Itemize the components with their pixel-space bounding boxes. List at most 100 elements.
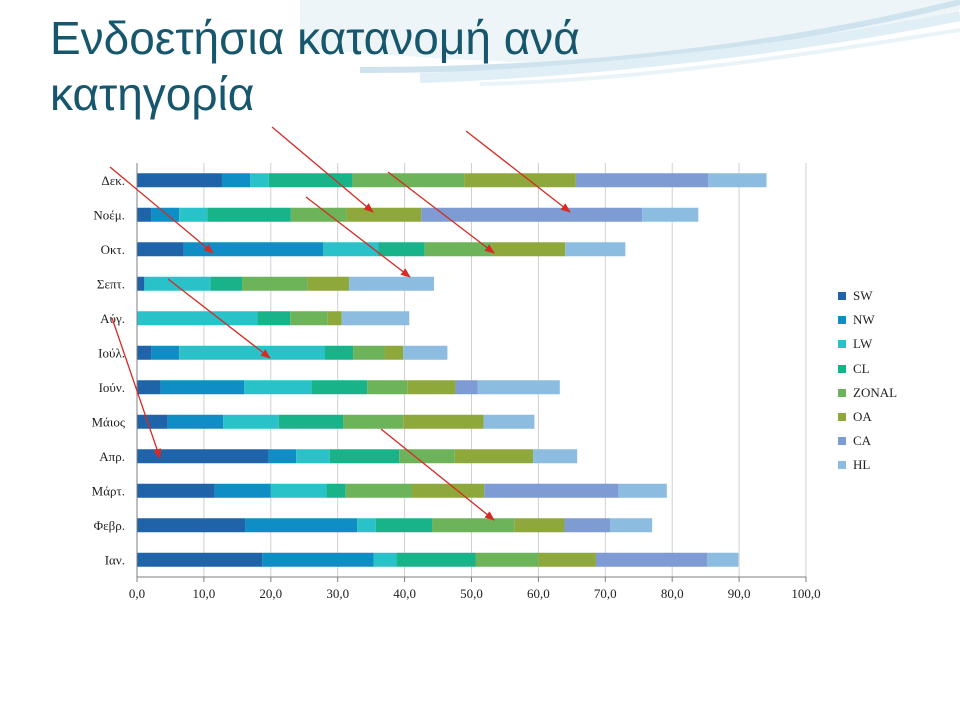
bar-segment-lw xyxy=(373,552,397,567)
bar-segment-hl xyxy=(618,483,667,498)
legend-label: CA xyxy=(853,433,872,449)
bar-segment-ca xyxy=(421,207,643,222)
bar-segment-nw xyxy=(183,242,323,257)
legend-label: HL xyxy=(853,457,871,473)
bar-segment-lw xyxy=(296,449,330,464)
bar-segment-nw xyxy=(167,414,224,429)
bar-segment-zonal xyxy=(432,518,515,533)
bar-segment-zonal xyxy=(424,242,492,257)
y-category-label: Μάρτ. xyxy=(92,483,125,498)
bar-segment-ca xyxy=(484,483,619,498)
bar-segment-hl xyxy=(642,207,699,222)
x-tick-label: 50,0 xyxy=(460,586,483,601)
legend-label: ZONAL xyxy=(853,384,898,400)
bar-segment-sw xyxy=(137,552,263,567)
bar-segment-zonal xyxy=(475,552,539,567)
bar-segments xyxy=(137,173,767,567)
axes xyxy=(136,163,807,582)
bar-segment-sw xyxy=(137,242,184,257)
bar-segment-cl xyxy=(311,380,368,395)
bar-segment-oa xyxy=(538,552,596,567)
x-tick-label: 90,0 xyxy=(728,586,751,601)
annotation-arrow xyxy=(387,171,495,254)
axis-labels: 0,0 10,0 20,0 30,0 40,0 50,0 60,0 70,0 80,0 90,0 1… xyxy=(91,173,820,601)
bar-segment-hl xyxy=(403,345,448,360)
y-category-label: Νοέμ. xyxy=(93,207,125,222)
legend-swatch xyxy=(838,316,846,325)
legend-label: CL xyxy=(853,360,870,376)
bar-segment-zonal xyxy=(242,276,308,291)
bar-segment-ca xyxy=(595,552,707,567)
bar-segment-cl xyxy=(207,207,291,222)
x-tick-label: 20,0 xyxy=(259,586,282,601)
bar-segment-cl xyxy=(257,311,291,326)
bar-segment-lw xyxy=(244,380,312,395)
bar-segment-nw xyxy=(221,173,251,188)
bar-segment-cl xyxy=(378,242,425,257)
annotation-arrows xyxy=(109,126,571,521)
legend-item-sw: SW xyxy=(838,284,897,308)
bar-segment-oa xyxy=(346,207,422,222)
annotation-arrow xyxy=(271,126,374,213)
bar-segment-hl xyxy=(708,173,767,188)
bar-segment-oa xyxy=(491,242,566,257)
legend-label: SW xyxy=(853,288,873,304)
bar-segment-hl xyxy=(609,518,653,533)
bar-segment-nw xyxy=(245,518,358,533)
legend-item-nw: NW xyxy=(838,308,897,332)
bar-segment-ca xyxy=(564,518,610,533)
bar-segment-zonal xyxy=(343,414,404,429)
x-tick-label: 10,0 xyxy=(193,586,216,601)
y-category-label: Ιούλ. xyxy=(98,345,125,360)
bar-segment-hl xyxy=(565,242,626,257)
x-tick-label: 100,0 xyxy=(791,586,820,601)
bar-segment-zonal xyxy=(290,207,347,222)
bar-segment-sw xyxy=(137,449,269,464)
bar-segment-oa xyxy=(307,276,350,291)
bar-segment-hl xyxy=(349,276,435,291)
bar-segment-hl xyxy=(341,311,410,326)
bar-segment-lw xyxy=(223,414,279,429)
bar-segment-cl xyxy=(324,345,354,360)
bar-segment-cl xyxy=(326,483,346,498)
bar-segment-oa xyxy=(384,345,404,360)
bar-segment-hl xyxy=(483,414,535,429)
y-category-label: Ιαν. xyxy=(105,552,125,567)
bar-segment-nw xyxy=(151,207,180,222)
bar-segment-nw xyxy=(151,345,180,360)
legend-item-lw: LW xyxy=(838,332,897,356)
legend-swatch xyxy=(838,413,846,422)
x-tick-label: 0,0 xyxy=(129,586,145,601)
legend-label: LW xyxy=(853,336,873,352)
bar-segment-lw xyxy=(179,345,325,360)
bar-segment-oa xyxy=(403,414,484,429)
x-tick-label: 70,0 xyxy=(594,586,617,601)
x-tick-label: 40,0 xyxy=(393,586,416,601)
annotation-arrow xyxy=(380,428,495,521)
bar-segment-lw xyxy=(250,173,269,188)
legend-item-oa: OA xyxy=(838,405,897,429)
legend-swatch xyxy=(838,292,846,301)
bar-segment-cl xyxy=(396,552,476,567)
legend-swatch xyxy=(838,364,846,373)
legend-item-zonal: ZONAL xyxy=(838,381,897,405)
bar-segment-zonal xyxy=(345,483,412,498)
y-category-label: Απρ. xyxy=(99,449,125,464)
bar-segment-sw xyxy=(137,483,215,498)
bar-segment-zonal xyxy=(367,380,408,395)
legend-swatch xyxy=(838,461,846,470)
slide-title: Ενδοετήσια κατανομή ανά κατηγορία xyxy=(50,12,580,120)
legend-item-hl: HL xyxy=(838,453,897,477)
y-category-label: Οκτ. xyxy=(101,242,125,257)
legend-swatch xyxy=(838,340,846,349)
bar-segment-hl xyxy=(706,552,739,567)
y-category-label: Ιούν. xyxy=(99,380,125,395)
bar-segment-nw xyxy=(268,449,297,464)
bar-segment-sw xyxy=(137,207,152,222)
y-category-label: Μάιος xyxy=(91,414,125,429)
grid-lines xyxy=(136,163,807,577)
bar-segment-lw xyxy=(270,483,327,498)
bar-segment-lw xyxy=(179,207,208,222)
